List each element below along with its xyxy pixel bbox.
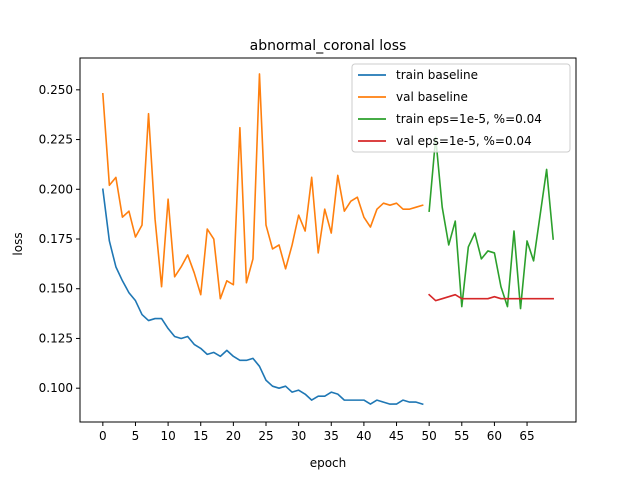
y-tick-label: 0.200 [39, 182, 73, 196]
x-tick-label: 25 [258, 429, 273, 443]
x-tick-label: 10 [160, 429, 175, 443]
y-tick-label: 0.150 [39, 282, 73, 296]
y-tick-label: 0.100 [39, 381, 73, 395]
x-tick-label: 40 [356, 429, 371, 443]
legend-label-1: train baseline [396, 68, 478, 82]
legend-label-2: val baseline [396, 90, 468, 104]
x-tick-label: 30 [291, 429, 306, 443]
series-layer [101, 73, 555, 406]
series-line-4 [428, 293, 554, 302]
x-tick-label: 5 [132, 429, 140, 443]
x-tick-label: 15 [193, 429, 208, 443]
x-tick-label: 0 [99, 429, 107, 443]
x-tick-label: 65 [519, 429, 534, 443]
legend-label-3: train eps=1e-5, %=0.04 [396, 112, 542, 126]
legend-box [351, 63, 571, 153]
x-tick-label: 20 [226, 429, 241, 443]
x-tick-label: 45 [389, 429, 404, 443]
x-tick-label: 55 [454, 429, 469, 443]
x-tick-label: 60 [487, 429, 502, 443]
series-line-2 [101, 73, 424, 300]
legend-label-4: val eps=1e-5, %=0.04 [396, 134, 532, 148]
plot-frame [79, 57, 577, 423]
x-axis-label: epoch [310, 456, 347, 470]
y-tick-label: 0.175 [39, 232, 73, 246]
x-tick-label: 35 [324, 429, 339, 443]
series-line-1 [101, 188, 424, 406]
y-axis-label: loss [11, 232, 25, 255]
axes-layer: 0 5 10 15 20 25 30 35 40 45 50 55 60 65 0.100 0.125 0.15… [39, 57, 577, 443]
y-tick-label: 0.225 [39, 133, 73, 147]
y-tick-label: 0.250 [39, 83, 73, 97]
chart-title: abnormal_coronal loss [250, 38, 407, 54]
x-tick-label: 50 [422, 429, 437, 443]
series-line-3 [428, 136, 555, 310]
y-tick-label: 0.125 [39, 331, 73, 345]
legend: train baseline val baseline train eps=1e-5… [351, 63, 571, 153]
